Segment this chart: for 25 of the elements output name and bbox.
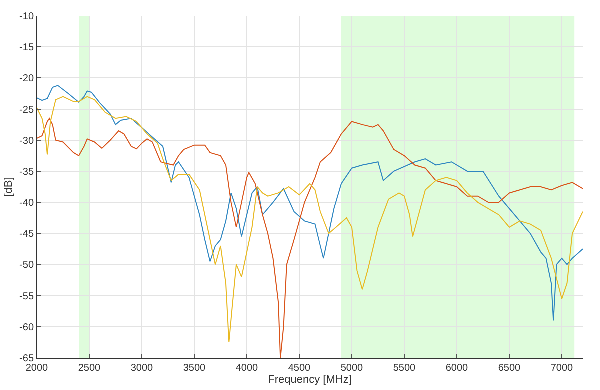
y-tick-label: -60 bbox=[20, 322, 34, 334]
y-tick-label: -10 bbox=[20, 12, 34, 22]
x-tick-label: 4000 bbox=[236, 363, 259, 374]
y-tick-label: -25 bbox=[20, 104, 34, 116]
y-tick-label: -20 bbox=[20, 74, 34, 85]
x-tick-label: 3000 bbox=[130, 363, 154, 374]
x-tick-label: 5500 bbox=[393, 363, 416, 374]
x-tick-label: 6000 bbox=[446, 363, 469, 374]
x-tick-label: 3500 bbox=[183, 363, 206, 374]
x-tick-label: 6500 bbox=[498, 363, 522, 374]
y-tick-label: -45 bbox=[20, 229, 34, 240]
x-tick-label: 5000 bbox=[340, 363, 364, 374]
x-tick-label: 7000 bbox=[550, 363, 574, 374]
y-tick-label: -40 bbox=[20, 198, 34, 210]
y-tick-label: -55 bbox=[20, 291, 34, 302]
x-tick-label: 4500 bbox=[288, 363, 312, 374]
x-tick-label: 2000 bbox=[26, 363, 49, 374]
y-tick-label: -30 bbox=[20, 136, 34, 147]
x-tick-label: 2500 bbox=[78, 363, 102, 374]
y-tick-label: -65 bbox=[20, 354, 34, 364]
y-tick-label: -35 bbox=[20, 166, 34, 178]
y-tick-label: -50 bbox=[20, 260, 34, 272]
x-axis-title: Frequency [MHz] bbox=[268, 374, 352, 386]
y-axis-title: [dB] bbox=[3, 177, 16, 197]
y-tick-label: -15 bbox=[20, 42, 34, 54]
